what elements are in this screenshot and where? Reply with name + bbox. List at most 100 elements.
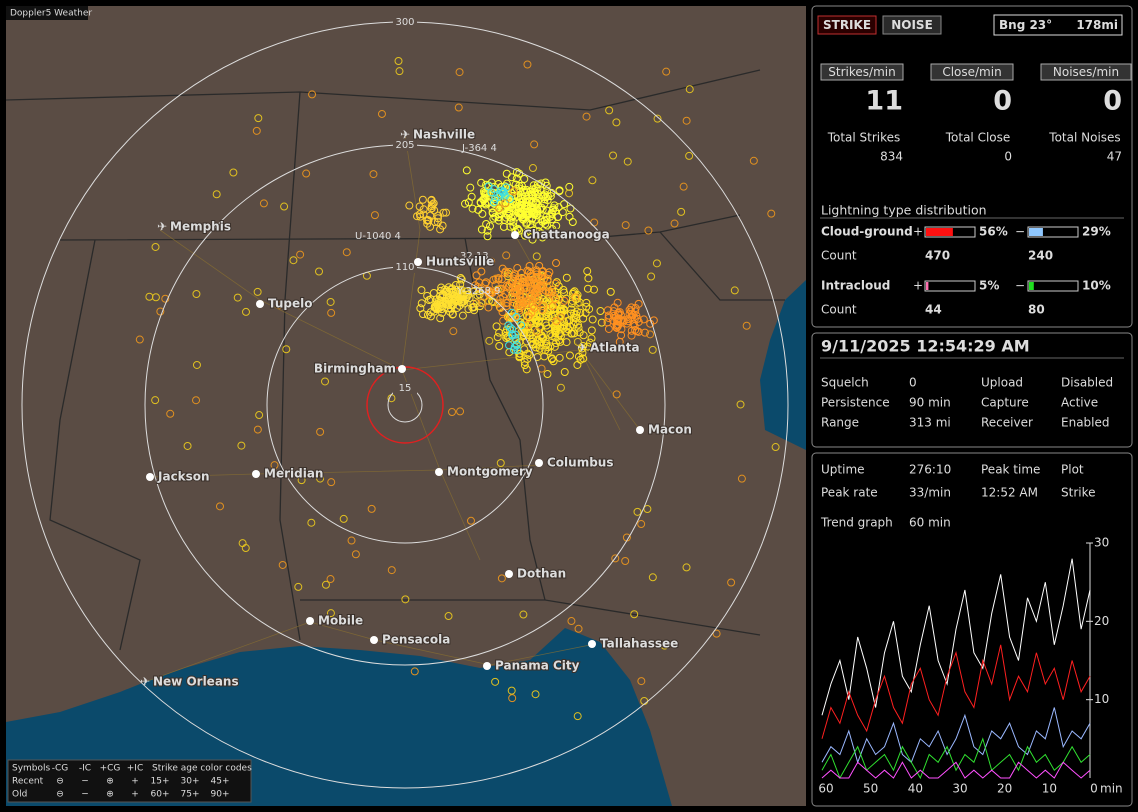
city-label: Tupelo — [268, 297, 313, 311]
strike — [461, 199, 470, 208]
strike — [533, 335, 542, 344]
strike — [531, 690, 540, 699]
strike — [546, 192, 555, 201]
ring-label: 300 — [395, 17, 414, 28]
strike — [497, 275, 506, 284]
strike — [506, 323, 515, 332]
strike — [520, 174, 529, 183]
trend-graph: 10 20 30 60 50 40 30 20 10 0 min — [818, 536, 1122, 796]
strike — [588, 315, 597, 324]
distance: 178mi — [1076, 18, 1118, 32]
strike — [315, 267, 324, 276]
strike — [469, 303, 478, 312]
strike-button-label: STRIKE — [823, 18, 871, 32]
city-label: Memphis — [170, 220, 231, 234]
strike — [237, 441, 246, 450]
strike — [622, 319, 631, 328]
track-label: U-1040 4 — [355, 231, 401, 242]
cities: 300 205 110 15 J-364 4 U-1040 4 Y-3268 9 32 13 ✈… — [140, 16, 693, 690]
strike — [405, 201, 414, 210]
strike — [512, 174, 521, 183]
strike — [539, 302, 548, 311]
strike — [438, 308, 447, 317]
legend-symbol: ⊕ — [106, 790, 114, 800]
strike — [472, 271, 481, 280]
strike — [552, 278, 561, 287]
strike — [448, 284, 457, 293]
x-unit: min — [1100, 782, 1123, 796]
strike — [302, 169, 311, 178]
strike — [639, 315, 648, 324]
percent-bar — [926, 282, 929, 290]
y-tick-label: 20 — [1094, 614, 1109, 628]
strike — [473, 282, 482, 291]
strike — [481, 279, 490, 288]
strike — [543, 370, 552, 379]
strike — [215, 502, 224, 511]
rate-label: Close/min — [942, 65, 1001, 79]
strike — [513, 345, 522, 354]
strike — [749, 156, 758, 165]
strike — [533, 327, 542, 336]
strike — [531, 316, 540, 325]
strike-button[interactable] — [817, 15, 877, 35]
legend-age: 60+ — [151, 790, 170, 800]
strike — [516, 285, 525, 294]
strike — [502, 299, 511, 308]
strike — [542, 212, 551, 221]
strike — [482, 278, 491, 287]
rate-label-box — [930, 63, 1014, 81]
strike — [646, 330, 655, 339]
strike — [547, 312, 556, 321]
strike — [548, 302, 557, 311]
strike — [377, 109, 386, 118]
total-value: 834 — [880, 150, 903, 164]
strike — [523, 355, 532, 364]
stat-cell: 12:52 AM — [981, 486, 1038, 500]
strike — [442, 208, 451, 217]
strike — [252, 126, 261, 135]
strike — [604, 313, 613, 322]
city-label: Meridian — [264, 467, 323, 481]
strike — [478, 298, 487, 307]
app-title: Doppler5 Weather — [10, 9, 92, 19]
strike — [417, 286, 426, 295]
strike — [326, 297, 335, 306]
strike — [522, 201, 531, 210]
strike — [426, 211, 435, 220]
strike — [502, 331, 511, 340]
strike — [489, 198, 498, 207]
legend-header: +CG — [100, 764, 121, 774]
noise-button[interactable] — [882, 15, 942, 35]
strike — [565, 182, 574, 191]
strike — [542, 181, 551, 190]
setting-cell: Range — [821, 416, 859, 430]
strike — [483, 188, 492, 197]
strike — [370, 211, 379, 220]
strike — [525, 351, 534, 360]
city-label: Huntsville — [426, 255, 494, 269]
strike — [487, 257, 496, 266]
strike — [543, 275, 552, 284]
strike — [481, 199, 490, 208]
strike — [327, 308, 336, 317]
strike — [597, 318, 606, 327]
strike — [401, 595, 410, 604]
strike — [498, 308, 507, 317]
strike — [575, 328, 584, 337]
strike — [590, 285, 599, 294]
city-dot — [398, 365, 406, 373]
ring-label: 205 — [395, 140, 414, 151]
strike — [516, 268, 525, 277]
strike — [512, 341, 521, 350]
strike — [423, 215, 432, 224]
strike — [520, 357, 529, 366]
strike — [192, 396, 201, 405]
ring-label-bg — [393, 261, 417, 273]
count-value: 80 — [1028, 303, 1045, 317]
legend-header: -IC — [79, 764, 91, 774]
percent-label: 10% — [1082, 279, 1111, 293]
setting-cell: Squelch — [821, 376, 869, 390]
strike — [528, 191, 537, 200]
strike — [518, 201, 527, 210]
